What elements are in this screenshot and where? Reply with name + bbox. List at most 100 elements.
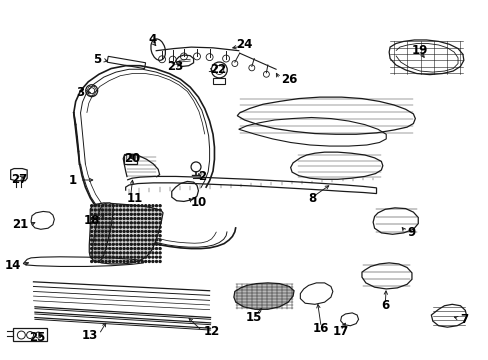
Text: 6: 6 <box>380 299 388 312</box>
Circle shape <box>126 260 128 262</box>
Circle shape <box>94 226 96 228</box>
Text: 12: 12 <box>203 325 219 338</box>
Circle shape <box>116 243 118 245</box>
Circle shape <box>134 239 136 241</box>
Circle shape <box>90 239 93 241</box>
Circle shape <box>116 235 118 237</box>
Circle shape <box>119 222 121 224</box>
Circle shape <box>137 256 139 258</box>
Circle shape <box>98 235 100 237</box>
Circle shape <box>141 217 143 220</box>
Circle shape <box>90 235 93 237</box>
Circle shape <box>137 209 139 211</box>
Circle shape <box>105 235 107 237</box>
Circle shape <box>152 239 154 241</box>
Circle shape <box>141 226 143 228</box>
Circle shape <box>119 235 121 237</box>
Circle shape <box>148 222 150 224</box>
Circle shape <box>155 209 157 211</box>
Circle shape <box>102 235 103 237</box>
Circle shape <box>134 213 136 215</box>
Circle shape <box>108 209 110 211</box>
Circle shape <box>119 230 121 233</box>
Circle shape <box>112 256 114 258</box>
Circle shape <box>155 217 157 220</box>
Circle shape <box>105 205 107 207</box>
Circle shape <box>159 230 161 233</box>
Circle shape <box>123 256 125 258</box>
Circle shape <box>148 205 150 207</box>
Circle shape <box>144 226 146 228</box>
Circle shape <box>155 256 157 258</box>
Circle shape <box>137 226 139 228</box>
Circle shape <box>108 222 110 224</box>
Circle shape <box>98 213 100 215</box>
Circle shape <box>130 256 132 258</box>
Circle shape <box>123 226 125 228</box>
Circle shape <box>105 252 107 254</box>
Circle shape <box>144 230 146 233</box>
Circle shape <box>134 222 136 224</box>
Circle shape <box>102 248 103 249</box>
Circle shape <box>137 260 139 262</box>
Circle shape <box>141 239 143 241</box>
Circle shape <box>98 222 100 224</box>
Circle shape <box>126 252 128 254</box>
Circle shape <box>116 209 118 211</box>
Circle shape <box>102 222 103 224</box>
Circle shape <box>155 230 157 233</box>
Text: 13: 13 <box>81 329 98 342</box>
Circle shape <box>123 248 125 249</box>
Circle shape <box>137 252 139 254</box>
Circle shape <box>152 209 154 211</box>
Circle shape <box>159 217 161 220</box>
Circle shape <box>105 222 107 224</box>
Circle shape <box>119 260 121 262</box>
Circle shape <box>90 209 93 211</box>
Circle shape <box>134 217 136 220</box>
Circle shape <box>98 256 100 258</box>
Circle shape <box>159 222 161 224</box>
Circle shape <box>90 222 93 224</box>
Circle shape <box>141 260 143 262</box>
Circle shape <box>137 205 139 207</box>
Circle shape <box>108 217 110 220</box>
Polygon shape <box>92 203 113 262</box>
Circle shape <box>108 226 110 228</box>
Circle shape <box>134 248 136 249</box>
Circle shape <box>98 230 100 233</box>
Circle shape <box>152 217 154 220</box>
Circle shape <box>105 243 107 245</box>
Text: 1: 1 <box>69 174 77 186</box>
Text: 15: 15 <box>245 311 262 324</box>
Circle shape <box>102 213 103 215</box>
Circle shape <box>144 239 146 241</box>
Circle shape <box>134 205 136 207</box>
Circle shape <box>137 239 139 241</box>
Circle shape <box>94 260 96 262</box>
Circle shape <box>116 222 118 224</box>
Circle shape <box>130 222 132 224</box>
Circle shape <box>90 217 93 220</box>
Circle shape <box>119 209 121 211</box>
Circle shape <box>148 226 150 228</box>
Circle shape <box>116 226 118 228</box>
Circle shape <box>137 230 139 233</box>
Circle shape <box>148 213 150 215</box>
Circle shape <box>144 256 146 258</box>
Circle shape <box>94 243 96 245</box>
Text: 18: 18 <box>83 213 100 226</box>
Circle shape <box>123 235 125 237</box>
Circle shape <box>155 213 157 215</box>
Circle shape <box>159 239 161 241</box>
Circle shape <box>116 239 118 241</box>
Circle shape <box>155 239 157 241</box>
Circle shape <box>98 243 100 245</box>
Circle shape <box>108 248 110 249</box>
Circle shape <box>137 248 139 249</box>
Circle shape <box>112 260 114 262</box>
Circle shape <box>134 256 136 258</box>
Circle shape <box>119 248 121 249</box>
Circle shape <box>119 217 121 220</box>
Circle shape <box>152 252 154 254</box>
